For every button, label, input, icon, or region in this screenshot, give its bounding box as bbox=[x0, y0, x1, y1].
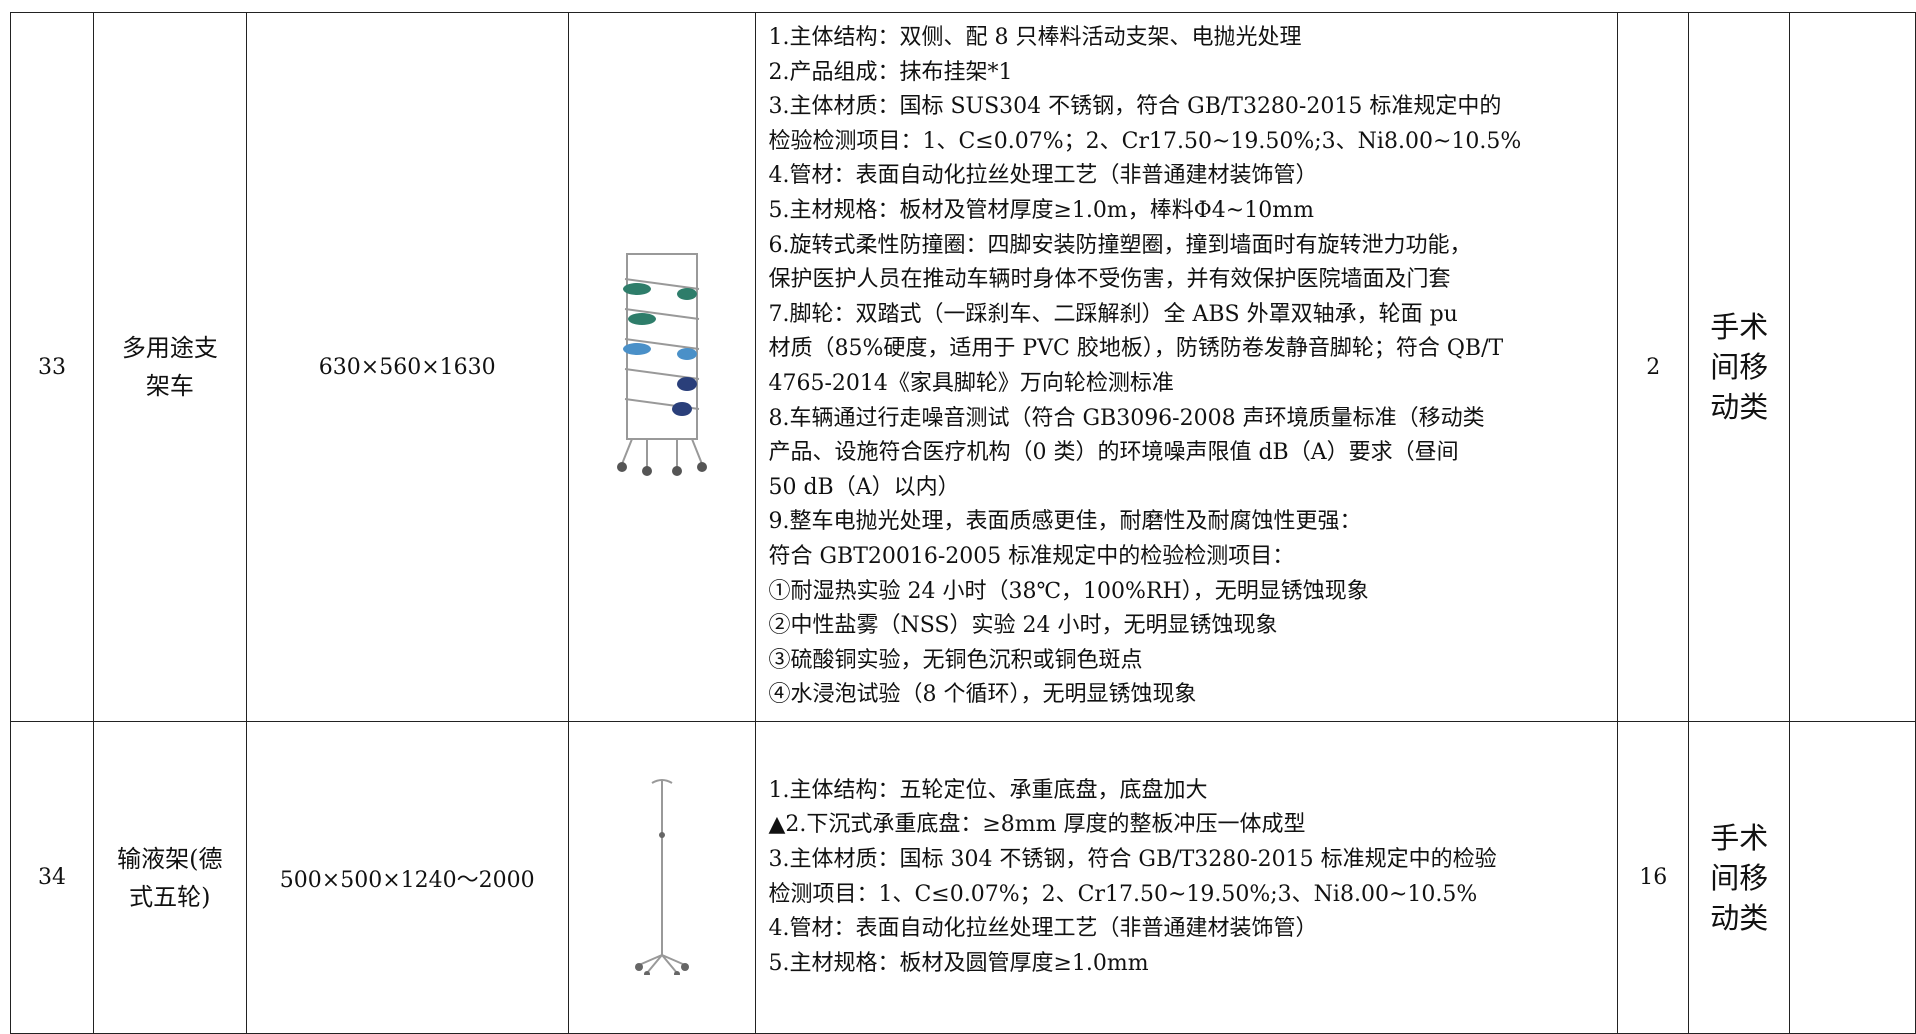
product-size: 500×500×1240～2000 bbox=[279, 867, 535, 893]
image-cell bbox=[567, 721, 757, 1034]
row-number: 33 bbox=[37, 354, 66, 380]
category-cell: 手术间移动类 bbox=[1688, 721, 1791, 1034]
no-cell: 33 bbox=[10, 12, 94, 722]
desc-line: 4.管材：表面自动化拉丝处理工艺（非普通建材装饰管） bbox=[768, 163, 1318, 189]
product-name: 输液架(德式五轮) bbox=[117, 844, 223, 911]
product-name: 多用途支架车 bbox=[121, 334, 218, 400]
desc-line: 材质（85%硬度，适用于 PVC 胶地板），防锈防卷发静音脚轮；符合 QB/T bbox=[768, 336, 1504, 362]
quantity: 2 bbox=[1646, 354, 1661, 380]
product-size: 630×560×1630 bbox=[318, 354, 496, 380]
desc-line: 8.车辆通过行走噪音测试（符合 GB3096-2008 声环境质量标准（移动类 bbox=[768, 405, 1485, 431]
desc-line: ▲2.下沉式承重底盘：≥8mm 厚度的整板冲压一体成型 bbox=[768, 812, 1306, 838]
desc-line: 9.整车电抛光处理，表面质感更佳，耐磨性及耐腐蚀性更强： bbox=[768, 509, 1362, 535]
name-cell: 多用途支架车 bbox=[92, 12, 247, 722]
category: 手术间移动类 bbox=[1710, 310, 1769, 424]
desc-line: 2.产品组成：抹布挂架*1 bbox=[768, 59, 1013, 85]
size-cell: 500×500×1240～2000 bbox=[245, 721, 569, 1034]
desc-line: 6.旋转式柔性防撞圈：四脚安装防撞塑圈，撞到墙面时有旋转泄力功能， bbox=[768, 232, 1472, 258]
table-row: 34 输液架(德式五轮) 500×500×1240～2000 1.主体结构：五轮定位、… bbox=[10, 721, 1916, 1034]
quantity: 16 bbox=[1639, 865, 1668, 890]
desc-line: 3.主体材质：国标 304 不锈钢，符合 GB/T3280-2015 标准规定中… bbox=[768, 846, 1497, 872]
product-image bbox=[635, 778, 690, 977]
desc-line: 7.脚轮：双踏式（一踩刹车、二踩解刹）全 ABS 外罩双轴承，轮面 pu bbox=[768, 301, 1458, 327]
desc-line: 4765-2014《家具脚轮》万向轮检测标准 bbox=[768, 371, 1174, 396]
desc-line: 3.主体材质：国标 SUS304 不锈钢，符合 GB/T3280-2015 标准… bbox=[768, 94, 1502, 120]
desc-line: 检验检测项目：1、C≤0.07%；2、Cr17.50~19.50%;3、Ni8.… bbox=[768, 128, 1522, 154]
desc-cell: 1.主体结构：五轮定位、承重底盘，底盘加大 ▲2.下沉式承重底盘：≥8mm 厚度的… bbox=[755, 721, 1619, 1034]
empty-cell bbox=[1789, 721, 1916, 1034]
desc-line: 1.主体结构：五轮定位、承重底盘，底盘加大 bbox=[768, 777, 1208, 803]
desc-line: 5.主材规格：板材及管材厚度≥1.0m，棒料Φ4~10mm bbox=[768, 198, 1314, 224]
empty-cell bbox=[1789, 12, 1916, 722]
desc-line: 1.主体结构：双侧、配 8 只棒料活动支架、电抛光处理 bbox=[768, 25, 1302, 51]
qty-cell: 2 bbox=[1617, 12, 1690, 722]
desc-line: 5.主材规格：板材及圆管厚度≥1.0mm bbox=[768, 950, 1149, 976]
desc-cell: 1.主体结构：双侧、配 8 只棒料活动支架、电抛光处理 2.产品组成：抹布挂架*1… bbox=[755, 12, 1619, 722]
desc-line: ③硫酸铜实验，无铜色沉积或铜色斑点 bbox=[768, 647, 1143, 673]
no-cell: 34 bbox=[10, 721, 94, 1034]
table-row: 33 多用途支架车 630×560×1630 1.主体结构：双侧、配 8 只棒料活动支… bbox=[10, 12, 1916, 722]
image-cell bbox=[567, 12, 757, 722]
spec-table: 33 多用途支架车 630×560×1630 1.主体结构：双侧、配 8 只棒料活动支… bbox=[10, 12, 1916, 1034]
desc-line: 产品、设施符合医疗机构（0 类）的环境噪声限值 dB（A）要求（昼间 bbox=[768, 440, 1459, 466]
desc-line: ①耐湿热实验 24 小时（38℃，100%RH），无明显锈蚀现象 bbox=[768, 578, 1369, 604]
desc-line: ②中性盐雾（NSS）实验 24 小时，无明显锈蚀现象 bbox=[768, 613, 1278, 639]
desc-line: 保护医护人员在推动车辆时身体不受伤害，并有效保护医院墙面及门套 bbox=[768, 267, 1451, 293]
category: 手术间移动类 bbox=[1710, 820, 1769, 935]
desc-line: 50 dB（A）以内） bbox=[768, 474, 960, 500]
category-cell: 手术间移动类 bbox=[1688, 12, 1791, 722]
row-number: 34 bbox=[37, 865, 66, 890]
desc-line: ④水浸泡试验（8 个循环），无明显锈蚀现象 bbox=[768, 682, 1197, 708]
product-image bbox=[617, 253, 708, 476]
desc-line: 符合 GBT20016-2005 标准规定中的检验检测项目： bbox=[768, 543, 1295, 569]
size-cell: 630×560×1630 bbox=[245, 12, 569, 722]
desc-line: 检测项目：1、C≤0.07%；2、Cr17.50~19.50%;3、Ni8.00… bbox=[768, 881, 1478, 907]
desc-line: 4.管材：表面自动化拉丝处理工艺（非普通建材装饰管） bbox=[768, 916, 1318, 942]
qty-cell: 16 bbox=[1617, 721, 1690, 1034]
name-cell: 输液架(德式五轮) bbox=[92, 721, 247, 1034]
table-body: 33 多用途支架车 630×560×1630 1.主体结构：双侧、配 8 只棒料活动支… bbox=[10, 12, 1916, 1034]
